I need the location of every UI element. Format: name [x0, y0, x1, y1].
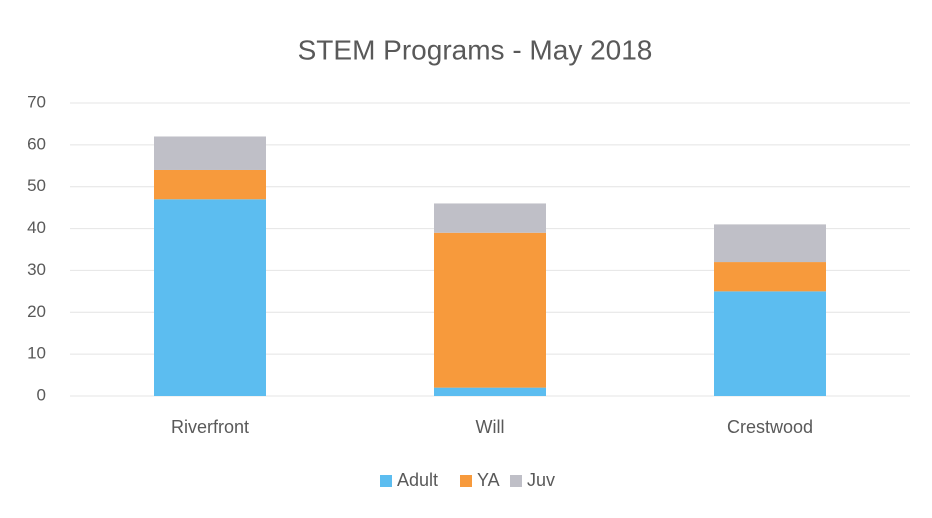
y-tick-label: 70: [27, 92, 46, 111]
legend-label: YA: [477, 470, 500, 490]
y-tick-label: 40: [27, 218, 46, 237]
bar-segment: [434, 232, 546, 388]
bar-segment: [154, 136, 266, 170]
bar-segment: [154, 199, 266, 396]
bar-segment: [714, 291, 826, 396]
bar-segment: [434, 387, 546, 396]
bar-segment: [434, 203, 546, 233]
x-tick-label: Will: [476, 417, 505, 437]
bar-segment: [154, 169, 266, 200]
y-tick-label: 20: [27, 302, 46, 321]
legend-swatch: [460, 475, 472, 487]
legend-swatch: [510, 475, 522, 487]
y-tick-label: 60: [27, 134, 46, 153]
bar-segment: [714, 224, 826, 263]
y-tick-label: 10: [27, 344, 46, 363]
y-tick-label: 30: [27, 260, 46, 279]
x-tick-label: Crestwood: [727, 417, 813, 437]
legend-label: Adult: [397, 470, 438, 490]
legend-label: Juv: [527, 470, 555, 490]
y-tick-label: 0: [37, 385, 46, 404]
legend-swatch: [380, 475, 392, 487]
bar-segment: [714, 262, 826, 292]
x-tick-label: Riverfront: [171, 417, 249, 437]
chart-title: STEM Programs - May 2018: [298, 34, 653, 65]
y-tick-label: 50: [27, 176, 46, 195]
